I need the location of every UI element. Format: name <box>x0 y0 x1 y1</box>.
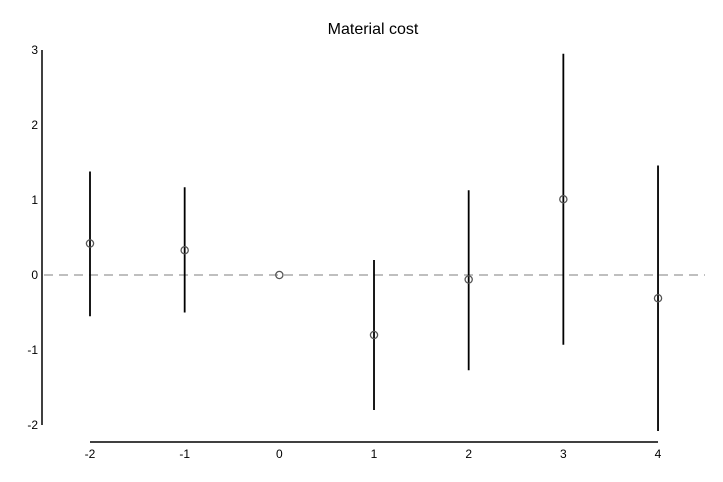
y-axis: -2 -1 0 1 2 3 <box>27 43 43 432</box>
y-tick-label: 3 <box>31 43 38 57</box>
y-tick-label: 1 <box>31 193 38 207</box>
x-tick-label: -2 <box>85 447 96 461</box>
x-axis: -2 -1 0 1 2 3 4 <box>85 441 662 461</box>
y-tick-label: -1 <box>27 343 38 357</box>
point-estimate <box>85 239 95 248</box>
x-tick-label: 0 <box>276 447 283 461</box>
point-estimate <box>275 270 284 280</box>
chart-title: Material cost <box>328 21 419 38</box>
point-estimate <box>369 330 379 340</box>
data-marks <box>85 53 663 431</box>
point-estimate <box>559 194 568 204</box>
x-tick-label: 4 <box>655 447 662 461</box>
y-tick-label: 2 <box>31 118 38 132</box>
y-tick-label: -2 <box>27 418 38 432</box>
y-tick-label: 0 <box>31 268 38 282</box>
point-estimate <box>653 293 663 303</box>
point-estimate <box>180 245 189 255</box>
point-estimate <box>464 275 473 284</box>
x-tick-label: 2 <box>465 447 472 461</box>
x-tick-label: 3 <box>560 447 567 461</box>
x-tick-label: 1 <box>371 447 378 461</box>
x-tick-label: -1 <box>179 447 190 461</box>
